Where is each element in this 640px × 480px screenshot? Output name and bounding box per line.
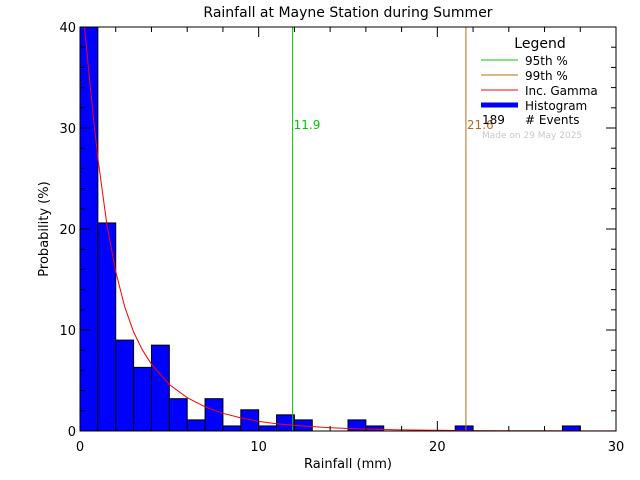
histogram-bar: [222, 425, 242, 432]
histogram-bar: [186, 419, 206, 432]
x-tick-label: 0: [76, 440, 84, 455]
x-tick-label: 20: [429, 440, 446, 455]
histogram-bar: [561, 425, 581, 432]
legend-label: Inc. Gamma: [525, 84, 598, 98]
legend-events-label: # Events: [525, 113, 580, 127]
percentile-label: 11.9: [294, 118, 321, 132]
y-tick-label: 30: [59, 122, 76, 137]
x-axis-label: Rainfall (mm): [304, 457, 392, 472]
y-tick-label: 0: [68, 425, 76, 440]
x-tick-label: 10: [250, 440, 267, 455]
legend-label: 99th %: [525, 69, 568, 83]
legend-label: 95th %: [525, 54, 568, 68]
y-tick-label: 20: [59, 223, 76, 238]
legend-events-count: 189: [482, 113, 505, 127]
histogram-bar: [276, 414, 295, 432]
legend-title: Legend: [514, 36, 565, 52]
y-axis-label: Probability (%): [37, 181, 52, 276]
axes: 0 10 20 30 0 10 20 30 40: [59, 21, 624, 455]
histogram-bar: [204, 398, 224, 432]
histogram-bar: [258, 425, 278, 432]
histogram-bar: [133, 366, 152, 432]
histogram-bar: [97, 222, 117, 432]
histogram-bar: [115, 339, 135, 432]
histogram-bar: [168, 398, 188, 432]
chart-title: Rainfall at Mayne Station during Summer: [203, 5, 492, 21]
made-on-note: Made on 29 May 2025: [482, 131, 582, 141]
x-tick-label: 30: [608, 440, 625, 455]
y-tick-label: 10: [59, 324, 76, 339]
y-tick-label: 40: [59, 21, 76, 36]
histogram-bar: [150, 344, 170, 432]
histogram-bar: [365, 425, 385, 432]
percentile-lines: 11.9 21.6: [292, 27, 494, 431]
legend-label: Histogram: [525, 99, 587, 113]
percentile-label: 21.6: [467, 118, 494, 132]
